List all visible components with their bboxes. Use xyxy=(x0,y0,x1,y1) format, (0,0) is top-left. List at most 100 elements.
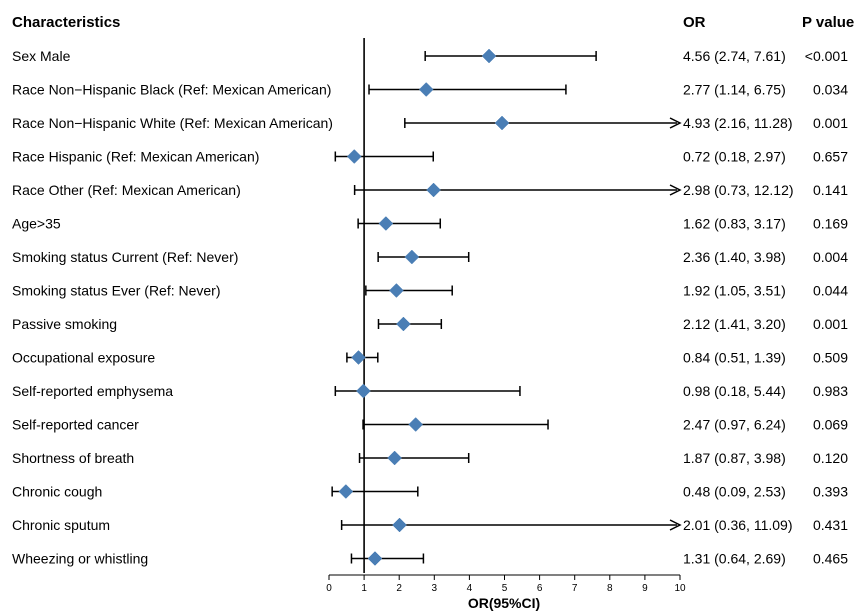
row-label: Race Non−Hispanic White (Ref: Mexican Am… xyxy=(12,115,333,131)
row-or-text: 0.48 (0.09, 2.53) xyxy=(683,484,786,500)
or-marker xyxy=(494,115,510,131)
row-p-value: 0.120 xyxy=(813,450,848,466)
or-marker xyxy=(351,350,366,365)
row-label: Smoking status Ever (Ref: Never) xyxy=(12,283,221,299)
forest-row: Chronic sputum 2.01 (0.36, 11.09) 0.431 xyxy=(12,517,848,533)
forest-row: Passive smoking 2.12 (1.41, 3.20) 0.001 xyxy=(12,316,848,332)
row-or-text: 1.62 (0.83, 3.17) xyxy=(683,216,786,232)
header-p-value: P value xyxy=(802,14,854,31)
row-label: Age>35 xyxy=(12,216,61,232)
x-tick-label: 8 xyxy=(607,583,613,594)
forest-row: Sex Male 4.56 (2.74, 7.61) <0.001 xyxy=(12,48,848,64)
forest-row: Shortness of breath 1.87 (0.87, 3.98) 0.12… xyxy=(12,450,848,466)
or-marker xyxy=(356,383,371,399)
row-p-value: 0.169 xyxy=(813,216,848,232)
row-or-text: 2.36 (1.40, 3.98) xyxy=(683,249,786,265)
forest-row: Race Non−Hispanic White (Ref: Mexican Am… xyxy=(12,115,848,131)
forest-row: Wheezing or whistling 1.31 (0.64, 2.69) 0.… xyxy=(12,551,848,567)
forest-row: Self-reported emphysema 0.98 (0.18, 5.44)… xyxy=(12,383,848,399)
row-label: Self-reported cancer xyxy=(12,417,139,433)
row-p-value: 0.141 xyxy=(813,182,848,198)
row-or-text: 0.72 (0.18, 2.97) xyxy=(683,149,786,165)
ci-arrow xyxy=(669,184,682,196)
header-row: Characteristics OR P value xyxy=(12,14,854,31)
or-marker xyxy=(418,82,434,97)
row-label: Race Non−Hispanic Black (Ref: Mexican Am… xyxy=(12,82,331,98)
row-p-value: 0.069 xyxy=(813,417,848,433)
or-marker xyxy=(338,484,354,499)
or-marker xyxy=(481,48,497,64)
forest-row: Race Non−Hispanic Black (Ref: Mexican Am… xyxy=(12,82,848,98)
ci-arrow xyxy=(669,519,682,531)
x-tick-label: 10 xyxy=(674,583,686,594)
or-marker xyxy=(426,182,441,198)
row-or-text: 1.87 (0.87, 3.98) xyxy=(683,450,786,466)
forest-row: Race Hispanic (Ref: Mexican American) 0.7… xyxy=(12,149,848,165)
row-or-text: 1.31 (0.64, 2.69) xyxy=(683,551,786,567)
x-tick-label: 0 xyxy=(326,583,332,594)
x-tick-label: 3 xyxy=(432,583,438,594)
or-marker xyxy=(389,283,404,298)
or-marker xyxy=(378,216,394,231)
row-label: Chronic cough xyxy=(12,484,102,500)
row-label: Smoking status Current (Ref: Never) xyxy=(12,249,238,265)
forest-row: Smoking status Ever (Ref: Never) 1.92 (1.… xyxy=(12,283,848,299)
x-tick-label: 7 xyxy=(572,583,578,594)
or-marker xyxy=(404,249,420,265)
row-label: Race Other (Ref: Mexican American) xyxy=(12,182,241,198)
or-marker xyxy=(396,316,411,332)
x-tick-label: 2 xyxy=(396,583,402,594)
x-axis: 0 1 2 3 4 5 6 7 8 9 10 xyxy=(326,574,686,594)
row-p-value: 0.657 xyxy=(813,149,848,165)
row-label: Sex Male xyxy=(12,48,71,64)
header-characteristics: Characteristics xyxy=(12,14,120,31)
row-p-value: <0.001 xyxy=(805,48,848,64)
row-p-value: 0.393 xyxy=(813,484,848,500)
x-tick-label: 5 xyxy=(502,583,508,594)
row-label: Shortness of breath xyxy=(12,450,134,466)
row-label: Occupational exposure xyxy=(12,350,155,366)
x-axis-label: OR(95%CI) xyxy=(468,595,540,611)
or-marker xyxy=(346,149,362,164)
row-p-value: 0.983 xyxy=(813,383,848,399)
or-marker xyxy=(387,450,402,466)
x-tick-label: 1 xyxy=(361,583,367,594)
ci-arrow xyxy=(669,117,682,129)
forest-row: Race Other (Ref: Mexican American) 2.98 (… xyxy=(12,182,848,198)
row-or-text: 1.92 (1.05, 3.51) xyxy=(683,283,786,299)
row-or-text: 0.98 (0.18, 5.44) xyxy=(683,383,786,399)
row-or-text: 2.47 (0.97, 6.24) xyxy=(683,417,786,433)
or-marker xyxy=(367,551,383,566)
row-p-value: 0.044 xyxy=(813,283,848,299)
row-p-value: 0.465 xyxy=(813,551,848,567)
or-marker xyxy=(392,517,407,533)
row-p-value: 0.001 xyxy=(813,115,848,131)
forest-row: Chronic cough 0.48 (0.09, 2.53) 0.393 xyxy=(12,484,848,500)
x-tick-label: 4 xyxy=(467,583,473,594)
row-p-value: 0.431 xyxy=(813,517,848,533)
row-label: Chronic sputum xyxy=(12,517,110,533)
x-tick-label: 6 xyxy=(537,583,543,594)
row-label: Passive smoking xyxy=(12,316,117,332)
row-or-text: 0.84 (0.51, 1.39) xyxy=(683,350,786,366)
row-p-value: 0.509 xyxy=(813,350,848,366)
row-label: Self-reported emphysema xyxy=(12,383,173,399)
x-tick-label: 9 xyxy=(642,583,648,594)
row-label: Wheezing or whistling xyxy=(12,551,148,567)
row-or-text: 4.93 (2.16, 11.28) xyxy=(683,115,792,131)
row-or-text: 2.98 (0.73, 12.12) xyxy=(683,182,794,198)
forest-row: Self-reported cancer 2.47 (0.97, 6.24) 0.0… xyxy=(12,417,848,433)
row-or-text: 4.56 (2.74, 7.61) xyxy=(683,48,786,64)
or-marker xyxy=(408,417,424,432)
row-p-value: 0.001 xyxy=(813,316,848,332)
row-or-text: 2.77 (1.14, 6.75) xyxy=(683,82,786,98)
forest-row: Age>35 1.62 (0.83, 3.17) 0.169 xyxy=(12,216,848,232)
rows-layer: Sex Male 4.56 (2.74, 7.61) <0.001 Race Non−… xyxy=(12,38,848,573)
row-p-value: 0.004 xyxy=(813,249,848,265)
row-p-value: 0.034 xyxy=(813,82,848,98)
header-or: OR xyxy=(683,14,706,31)
row-label: Race Hispanic (Ref: Mexican American) xyxy=(12,149,259,165)
forest-row: Smoking status Current (Ref: Never) 2.36 … xyxy=(12,249,848,265)
forest-row: Occupational exposure 0.84 (0.51, 1.39) 0.… xyxy=(12,350,848,366)
